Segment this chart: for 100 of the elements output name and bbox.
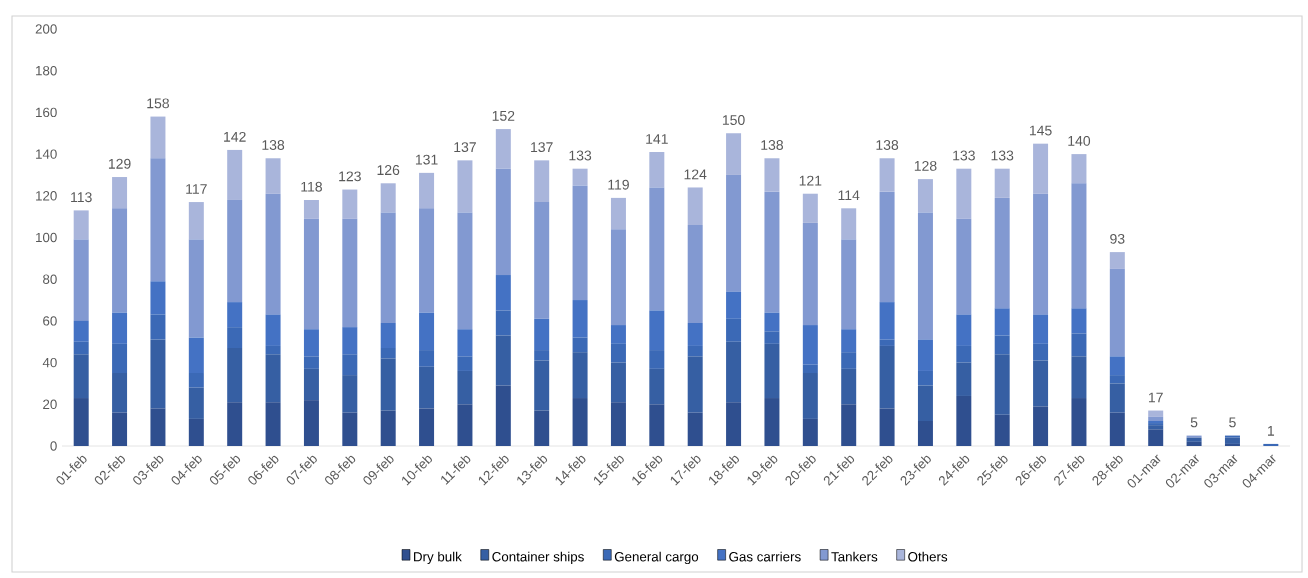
bar	[534, 160, 550, 203]
bar	[303, 356, 319, 369]
total-label: 152	[492, 110, 515, 121]
bar	[1109, 356, 1125, 376]
bar	[841, 329, 857, 353]
total-label: 137	[531, 142, 553, 153]
bar	[726, 291, 742, 319]
total-label: 138	[262, 140, 285, 151]
bar	[917, 339, 933, 371]
total-label: 117	[186, 184, 207, 194]
y-tick-label: 80	[43, 274, 57, 284]
bar	[495, 129, 511, 169]
bar	[1071, 398, 1087, 446]
bar	[610, 197, 626, 230]
y-tick-label: 20	[43, 399, 57, 410]
bar	[380, 410, 396, 446]
bar	[380, 358, 396, 411]
bar	[112, 312, 128, 344]
total-label: 126	[377, 165, 400, 176]
bar	[303, 400, 319, 446]
bar	[1033, 314, 1049, 344]
bar	[303, 199, 319, 219]
y-tick-label: 180	[36, 65, 57, 76]
bar	[495, 168, 511, 276]
bar	[1186, 441, 1202, 446]
bar	[764, 343, 780, 399]
bar	[994, 414, 1010, 446]
total-label: 119	[608, 179, 629, 190]
total-label: 133	[953, 150, 975, 161]
bar	[112, 177, 128, 209]
bar	[956, 168, 972, 219]
bar	[73, 341, 89, 355]
bar	[342, 354, 358, 376]
total-label: 123	[339, 171, 361, 182]
bar	[188, 373, 204, 388]
total-label: 158	[147, 98, 169, 109]
bar	[610, 229, 626, 326]
bar	[188, 337, 204, 374]
bar	[380, 348, 396, 359]
bar	[610, 343, 626, 363]
legend-label: Tankers	[831, 551, 878, 562]
bar	[917, 370, 933, 386]
bar	[457, 404, 473, 446]
bar	[265, 314, 281, 346]
bar	[265, 158, 281, 194]
bar	[572, 185, 588, 301]
bar	[649, 152, 665, 188]
bar	[1109, 268, 1125, 357]
bar	[534, 350, 550, 361]
legend-label: Gas carriers	[729, 551, 801, 562]
bar	[419, 366, 435, 409]
bar	[1109, 383, 1125, 413]
bar	[1148, 410, 1164, 417]
bar	[419, 408, 435, 446]
bar	[380, 183, 396, 213]
bar	[917, 385, 933, 421]
bar	[687, 224, 703, 323]
bar	[534, 410, 550, 446]
bar	[419, 312, 435, 351]
bar	[726, 133, 742, 175]
bar	[457, 212, 473, 330]
total-label: 133	[569, 150, 592, 161]
bar	[802, 222, 818, 326]
bar	[841, 352, 857, 369]
bar	[1071, 356, 1087, 399]
bar	[649, 187, 665, 311]
bar	[73, 210, 89, 240]
total-label: 128	[914, 160, 937, 171]
bar	[73, 354, 89, 399]
bar	[1033, 143, 1049, 194]
bar	[879, 191, 895, 303]
bar	[726, 341, 742, 403]
bar	[188, 387, 204, 419]
bar	[112, 343, 128, 374]
bar	[188, 202, 204, 240]
bar	[227, 348, 243, 403]
bar	[1224, 435, 1240, 438]
bar	[687, 345, 703, 357]
bar	[342, 375, 358, 413]
y-tick-label: 100	[36, 232, 57, 243]
bar	[879, 408, 895, 446]
total-label: 138	[876, 140, 899, 151]
bar	[380, 212, 396, 323]
bar	[265, 402, 281, 446]
bar	[841, 208, 857, 240]
bar	[841, 368, 857, 405]
legend-label: General cargo	[614, 551, 699, 565]
bar	[227, 199, 243, 303]
bar	[1071, 333, 1087, 357]
bar	[303, 218, 319, 330]
bar	[457, 160, 473, 213]
bar	[726, 174, 742, 292]
total-label: 124	[684, 169, 707, 180]
bar	[994, 197, 1010, 309]
bar	[303, 329, 319, 357]
bar	[956, 345, 972, 363]
total-label: 1	[1268, 426, 1275, 436]
bar	[534, 202, 550, 319]
bar	[610, 362, 626, 403]
bar	[1071, 183, 1087, 309]
